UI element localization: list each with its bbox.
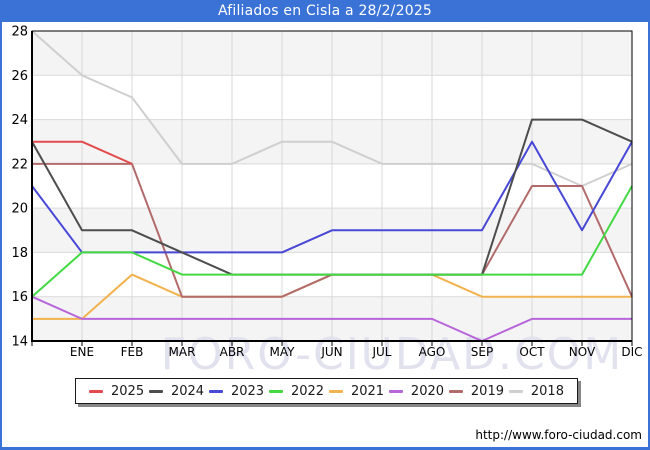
x-axis-label-MAY: MAY	[270, 345, 296, 359]
legend-label-2018: 2018	[530, 383, 564, 399]
y-axis-label-22: 22	[11, 157, 28, 172]
x-axis-label-ENE: ENE	[70, 345, 94, 359]
x-axis-label-FEB: FEB	[121, 345, 144, 359]
watermark-text: FORO-CIUDAD.COM	[161, 329, 624, 380]
x-axis-label-AGO: AGO	[419, 345, 446, 359]
y-axis-label-18: 18	[11, 246, 28, 261]
footer-url-link[interactable]: http://www.foro-ciudad.com	[475, 428, 642, 442]
legend-swatch-2024	[148, 389, 163, 393]
chart-legend: 2025 2024 2023 2022 2021 2020 2019 2018	[75, 378, 578, 404]
x-axis-label-ABR: ABR	[220, 345, 245, 359]
legend-label-2023: 2023	[230, 383, 265, 399]
legend-swatch-2023	[208, 389, 223, 393]
y-axis-label-24: 24	[11, 113, 28, 128]
legend-item-2021: 2021	[328, 383, 385, 399]
series-2020-line	[31, 295, 632, 342]
page-title: Afiliados en Cisla a 28/2/2025	[2, 0, 648, 22]
line-chart-svg: FORO-CIUDAD.COM ENE FEB MAR ABR MAY JUN JUL AGO S…	[11, 25, 642, 381]
legend-swatch-2022	[268, 389, 283, 393]
series-2022-line	[31, 185, 633, 298]
series-2018-line	[31, 30, 633, 187]
legend-swatch-2020	[388, 389, 403, 393]
series-2025-line	[32, 140, 133, 165]
legend-swatch-2019	[448, 389, 463, 393]
x-axis-label-MAR: MAR	[169, 345, 196, 359]
legend-label-2021: 2021	[350, 383, 385, 399]
y-axis-label-26: 26	[11, 69, 28, 84]
legend-item-2022: 2022	[268, 383, 325, 399]
x-axis-label-JUN: JUN	[320, 345, 342, 359]
legend-item-2019: 2019	[448, 383, 504, 399]
x-axis-label-SEP: SEP	[471, 345, 493, 359]
legend-item-2024: 2024	[148, 383, 205, 399]
legend-label-2020: 2020	[410, 383, 445, 399]
x-axis-label-OCT: OCT	[519, 345, 545, 359]
legend-item-2018: 2018	[508, 383, 564, 399]
legend-swatch-2018	[508, 389, 523, 393]
legend-swatch-2025	[89, 389, 103, 393]
x-axis-label-NOV: NOV	[569, 345, 596, 359]
legend-item-2020: 2020	[388, 383, 445, 399]
legend-item-2025: 2025	[89, 384, 144, 399]
legend-label-2024: 2024	[170, 383, 205, 399]
legend-label-2019: 2019	[470, 383, 504, 399]
y-axis-label-28: 28	[11, 25, 28, 40]
y-axis-label-16: 16	[11, 290, 28, 305]
y-axis-label-14: 14	[11, 335, 28, 350]
x-axis-label-JUL: JUL	[371, 345, 391, 359]
legend-label-2025: 2025	[111, 383, 145, 399]
x-axis-label-DIC: DIC	[621, 345, 642, 359]
legend-label-2022: 2022	[290, 383, 325, 399]
legend-item-2023: 2023	[208, 383, 265, 399]
legend-swatch-2021	[328, 389, 343, 393]
y-axis-label-20: 20	[11, 202, 28, 217]
